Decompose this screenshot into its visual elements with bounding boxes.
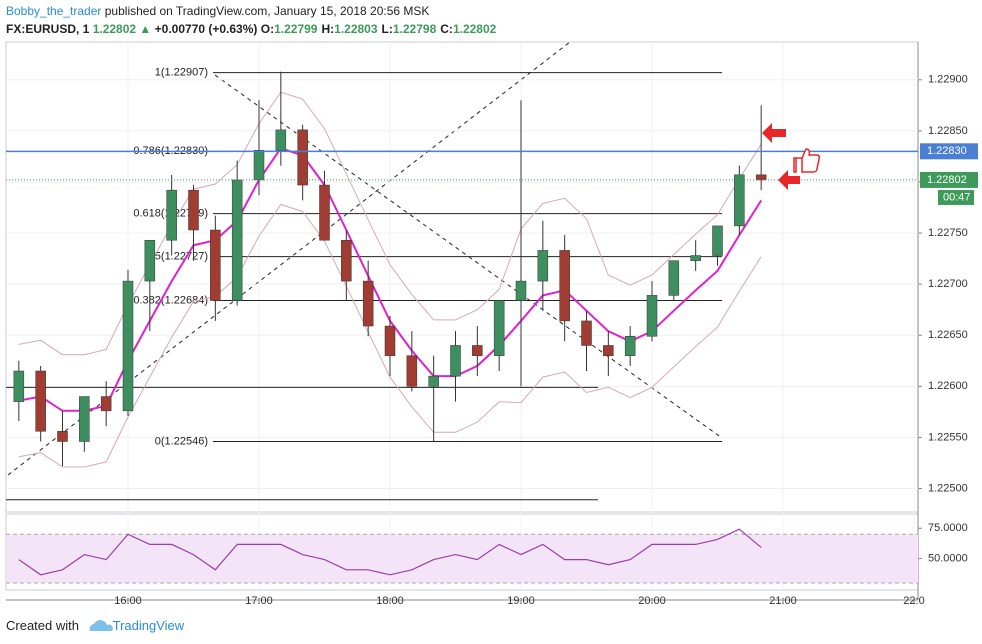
candle-body — [231, 179, 243, 301]
x-tick-label: 21:00 — [769, 595, 797, 605]
fib-label: 1(1.22907) — [155, 67, 208, 79]
candle-body — [406, 355, 418, 387]
candle-body — [734, 174, 745, 227]
y-tick-label: 1.22750 — [928, 227, 968, 239]
rsi-tick-label: 75.0000 — [928, 522, 968, 534]
header-line: Bobby_the_trader published on TradingVie… — [6, 4, 429, 18]
fib-label: 0(1.22546) — [155, 435, 208, 447]
ohlc: O:1.22799 H:1.22803 L:1.22798 C:1.22802 — [261, 22, 501, 36]
ohlc-key: C: — [440, 22, 453, 36]
x-tick-label: 18:00 — [376, 595, 404, 605]
arrow-icon — [762, 123, 786, 143]
candle-body — [384, 325, 396, 356]
candle-body — [690, 255, 701, 261]
marker-badge — [920, 143, 978, 160]
x-tick-label: 20:00 — [638, 595, 666, 605]
created: Created with — [6, 618, 79, 633]
candle-body — [188, 189, 199, 231]
logo — [89, 620, 113, 631]
x-tick-label: 22:0 — [903, 595, 924, 605]
candle-body — [559, 250, 570, 322]
ohlc-key: O: — [260, 22, 275, 36]
candle-body — [712, 225, 723, 256]
ohlc-value: 1.22799 — [274, 22, 318, 36]
brand[interactable]: TradingView — [112, 618, 185, 633]
marker-label: 1.22830 — [927, 145, 967, 157]
ohlc-value: 1.22803 — [334, 22, 378, 36]
candle-body — [253, 150, 265, 181]
y-tick-label: 1.22500 — [928, 482, 968, 494]
candle-body — [210, 229, 221, 301]
candle-body — [122, 280, 134, 412]
candle-body — [297, 129, 308, 186]
footer: Created with TradingView — [6, 618, 184, 633]
candle-body — [515, 280, 527, 301]
bollinger-band — [18, 91, 762, 356]
symbol: FX:EURUSD, 1 — [6, 22, 90, 36]
bollinger-band — [18, 203, 762, 468]
candle-body — [341, 239, 352, 282]
rsi-band — [6, 534, 918, 583]
candle-body — [79, 396, 90, 442]
candle-body — [537, 250, 549, 282]
candle-body — [319, 184, 330, 241]
candle-body — [428, 375, 439, 387]
fib-label: 0.382(1.22684) — [133, 294, 208, 306]
ohlc-key: L: — [381, 22, 393, 36]
countdown-badge — [938, 189, 974, 205]
candle-body — [166, 189, 177, 241]
published: published on TradingView.com, January 15… — [104, 4, 430, 18]
candle-body — [624, 336, 636, 356]
candle-body — [450, 345, 461, 377]
candle-body — [493, 300, 505, 356]
thumb-icon — [793, 148, 821, 173]
last-price-badge — [920, 171, 978, 188]
fib-label: 0.5(1.22727) — [146, 250, 208, 262]
candle-body — [13, 370, 25, 402]
candle-body — [35, 370, 46, 432]
candle-body — [362, 280, 374, 327]
candle-body — [144, 239, 156, 282]
candle-body — [646, 295, 658, 337]
x-tick-label: 16:00 — [114, 595, 142, 605]
ohlc-key: H: — [321, 22, 335, 36]
candle-body — [472, 345, 483, 356]
y-tick-label: 1.22650 — [928, 329, 968, 341]
change: +0.00770 (+0.63%) — [154, 22, 258, 36]
symbol-line: FX:EURUSD, 1 1.22802 ▲ +0.00770 (+0.63%)… — [6, 22, 500, 36]
candle-body — [581, 320, 592, 346]
candle-body — [100, 396, 112, 412]
ohlc-value: 1.22798 — [392, 22, 437, 36]
y-tick-label: 1.22600 — [928, 380, 968, 392]
candle-body — [603, 345, 614, 356]
countdown: 00:47 — [943, 191, 971, 203]
arrow-icon — [778, 170, 800, 190]
x-tick-label: 17:00 — [245, 595, 273, 605]
candle-body — [275, 129, 287, 151]
y-tick-label: 1.22850 — [928, 125, 968, 137]
price: 1.22802 — [92, 22, 137, 36]
chart: 1.22500 1.22550 1.22600 1.22650 1.22700 1.227… — [5, 41, 978, 605]
author[interactable]: Bobby_the_trader — [6, 4, 102, 18]
candle-body — [668, 260, 680, 296]
last-price-label: 1.22802 — [927, 174, 967, 186]
candle-body — [57, 431, 68, 442]
ohlc-value: 1.22802 — [452, 22, 497, 36]
rsi-line — [18, 528, 762, 576]
up-arrow: ▲ — [139, 22, 152, 36]
rsi-tick-label: 50.0000 — [928, 553, 968, 565]
candle-body — [755, 174, 767, 181]
y-tick-label: 1.22900 — [928, 74, 968, 86]
y-tick-label: 1.22550 — [928, 431, 968, 443]
trend-line — [7, 41, 571, 476]
y-tick-label: 1.22700 — [928, 278, 968, 290]
x-tick-label: 19:00 — [507, 595, 535, 605]
